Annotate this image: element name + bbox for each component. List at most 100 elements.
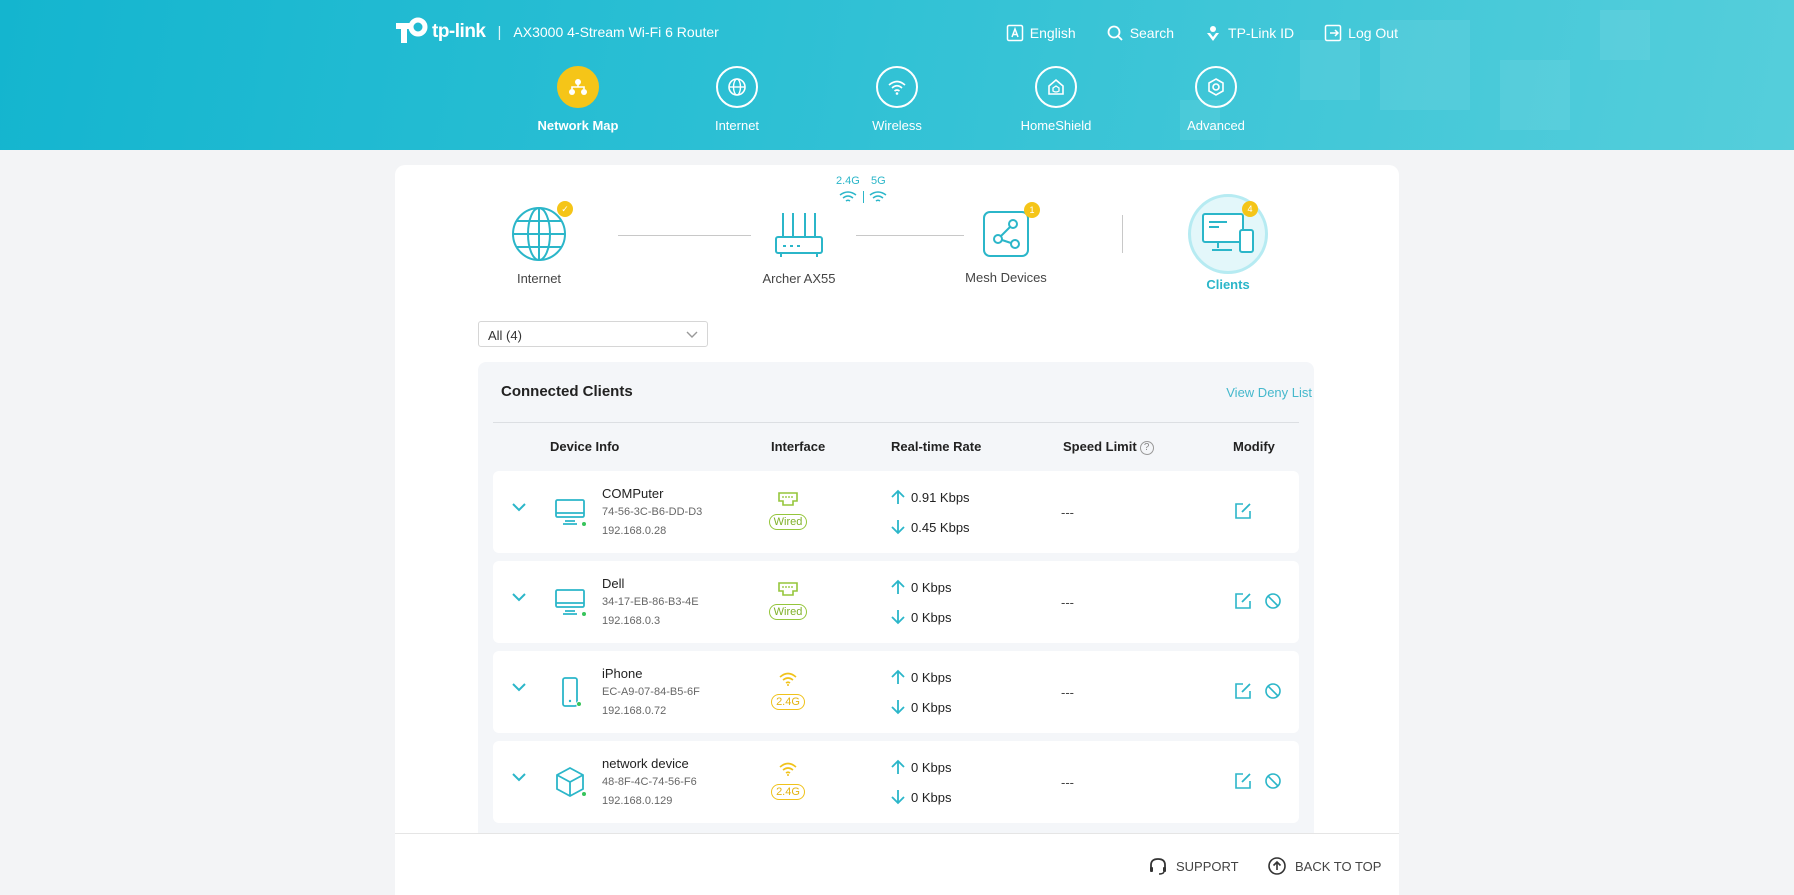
panel-divider bbox=[493, 422, 1299, 423]
topo-divider bbox=[1122, 215, 1123, 253]
nav-homeshield-label: HomeShield bbox=[1020, 118, 1092, 133]
download-rate-value: 0.45 Kbps bbox=[911, 519, 970, 535]
client-row: network device 48-8F-4C-74-56-F6 192.168… bbox=[493, 741, 1299, 823]
device-name: network device bbox=[602, 756, 689, 771]
client-row: Dell 34-17-EB-86-B3-4E 192.168.0.3 Wired… bbox=[493, 561, 1299, 643]
expand-chevron-icon[interactable] bbox=[511, 771, 527, 783]
logout-label: Log Out bbox=[1348, 25, 1398, 41]
interface-tag: Wired bbox=[768, 514, 808, 530]
search-label: Search bbox=[1129, 25, 1175, 41]
connected-clients-panel: Connected Clients View Deny List Device … bbox=[478, 362, 1314, 895]
arrow-down-icon bbox=[891, 700, 905, 715]
nav-internet[interactable]: Internet bbox=[667, 66, 807, 133]
clients-highlight-ring bbox=[1188, 194, 1268, 274]
expand-chevron-icon[interactable] bbox=[511, 681, 527, 693]
block-icon[interactable] bbox=[1264, 772, 1282, 790]
device-ip: 192.168.0.3 bbox=[602, 615, 661, 627]
language-label: English bbox=[1029, 25, 1076, 41]
search-icon bbox=[1107, 25, 1123, 41]
gear-icon bbox=[1195, 66, 1237, 108]
device-ip: 192.168.0.28 bbox=[602, 525, 667, 537]
computer-icon bbox=[553, 585, 587, 619]
client-row: iPhone EC-A9-07-84-B5-6F 192.168.0.72 2.… bbox=[493, 651, 1299, 733]
download-rate-value: 0 Kbps bbox=[911, 609, 952, 625]
col-speed-limit: Speed Limit? bbox=[1063, 439, 1154, 455]
chevron-down-icon bbox=[686, 331, 698, 338]
topo-internet-label: Internet bbox=[516, 271, 562, 286]
headset-icon bbox=[1150, 858, 1166, 875]
internet-globe-icon bbox=[512, 207, 566, 261]
search-link[interactable]: Search bbox=[1106, 24, 1174, 42]
topo-clients-label: Clients bbox=[1206, 277, 1250, 292]
interface-cell: 2.4G bbox=[763, 761, 813, 800]
col-interface: Interface bbox=[771, 439, 826, 454]
expand-chevron-icon[interactable] bbox=[511, 501, 527, 513]
phone-icon bbox=[553, 675, 587, 709]
speed-limit-value: --- bbox=[1061, 595, 1074, 610]
upload-rate: 0 Kbps bbox=[891, 759, 951, 775]
nav-network-map-label: Network Map bbox=[537, 118, 619, 133]
client-filter-select[interactable]: All (4) bbox=[478, 321, 708, 347]
edit-icon[interactable] bbox=[1234, 772, 1252, 790]
nav-network-map[interactable]: Network Map bbox=[508, 66, 648, 133]
support-link[interactable]: SUPPORT bbox=[1148, 856, 1239, 876]
nav-wireless[interactable]: Wireless bbox=[827, 66, 967, 133]
expand-chevron-icon[interactable] bbox=[511, 591, 527, 603]
wifi-signal-icon bbox=[779, 762, 797, 776]
block-icon[interactable] bbox=[1264, 682, 1282, 700]
arrow-up-circle-icon bbox=[1268, 857, 1286, 875]
help-icon[interactable]: ? bbox=[1139, 440, 1154, 455]
online-status-dot bbox=[581, 611, 587, 617]
clients-count-badge: 4 bbox=[1242, 201, 1258, 217]
language-link[interactable]: English bbox=[1006, 24, 1076, 42]
edit-icon[interactable] bbox=[1234, 682, 1252, 700]
edit-icon[interactable] bbox=[1234, 502, 1252, 520]
computer-icon bbox=[553, 495, 587, 529]
download-rate-value: 0 Kbps bbox=[911, 789, 952, 805]
topo-router[interactable]: Archer AX55 bbox=[759, 209, 839, 286]
topo-clients[interactable]: 4 Clients bbox=[1183, 194, 1273, 292]
nav-homeshield[interactable]: HomeShield bbox=[986, 66, 1126, 133]
internet-status-check-icon: ✓ bbox=[557, 201, 573, 217]
arrow-up-icon bbox=[891, 489, 905, 504]
topo-mesh-label: Mesh Devices bbox=[965, 270, 1047, 285]
edit-icon[interactable] bbox=[1234, 592, 1252, 610]
tplink-id-label: TP-Link ID bbox=[1228, 25, 1295, 41]
band-24g-label: 2.4G bbox=[836, 175, 860, 187]
logo-separator: | bbox=[497, 23, 502, 41]
network-map-card: ✓ Internet 2.4G 5G Archer AX55 bbox=[395, 165, 1399, 895]
interface-cell: Wired bbox=[763, 581, 813, 620]
device-mac: EC-A9-07-84-B5-6F bbox=[602, 686, 700, 698]
nav-advanced[interactable]: Advanced bbox=[1146, 66, 1286, 133]
link-line-internet-router bbox=[618, 235, 751, 236]
client-filter-value: All (4) bbox=[488, 328, 522, 343]
col-real-time-rate: Real-time Rate bbox=[891, 439, 982, 454]
upload-rate-value: 0 Kbps bbox=[911, 669, 952, 685]
tplink-id-link[interactable]: TP-Link ID bbox=[1204, 24, 1294, 42]
support-label: SUPPORT bbox=[1176, 858, 1239, 874]
interface-cell: 2.4G bbox=[763, 671, 813, 710]
topo-router-label: Archer AX55 bbox=[762, 271, 836, 286]
block-icon[interactable] bbox=[1264, 592, 1282, 610]
back-to-top-link[interactable]: BACK TO TOP bbox=[1267, 856, 1381, 876]
wifi-signal-icon bbox=[779, 672, 797, 686]
device-name: Dell bbox=[602, 576, 625, 591]
logout-link[interactable]: Log Out bbox=[1324, 24, 1398, 42]
link-line-router-mesh bbox=[856, 235, 964, 236]
nav-wireless-label: Wireless bbox=[872, 118, 922, 133]
speed-limit-value: --- bbox=[1061, 685, 1074, 700]
online-status-dot bbox=[581, 521, 587, 527]
upload-rate-value: 0.91 Kbps bbox=[911, 489, 970, 505]
mesh-count-badge: 1 bbox=[1024, 202, 1040, 218]
download-rate: 0 Kbps bbox=[891, 609, 951, 625]
upload-rate-value: 0 Kbps bbox=[911, 579, 952, 595]
download-rate: 0 Kbps bbox=[891, 789, 951, 805]
view-deny-list-link[interactable]: View Deny List bbox=[1226, 385, 1312, 400]
device-name: COMPuter bbox=[602, 486, 664, 501]
back-to-top-label: BACK TO TOP bbox=[1295, 858, 1382, 874]
client-row: COMPuter 74-56-3C-B6-DD-D3 192.168.0.28 … bbox=[493, 471, 1299, 553]
topo-mesh-devices[interactable]: 1 Mesh Devices bbox=[961, 202, 1051, 285]
upload-rate: 0.91 Kbps bbox=[891, 489, 970, 505]
topo-internet[interactable]: ✓ Internet bbox=[499, 201, 579, 286]
online-status-dot bbox=[581, 791, 587, 797]
